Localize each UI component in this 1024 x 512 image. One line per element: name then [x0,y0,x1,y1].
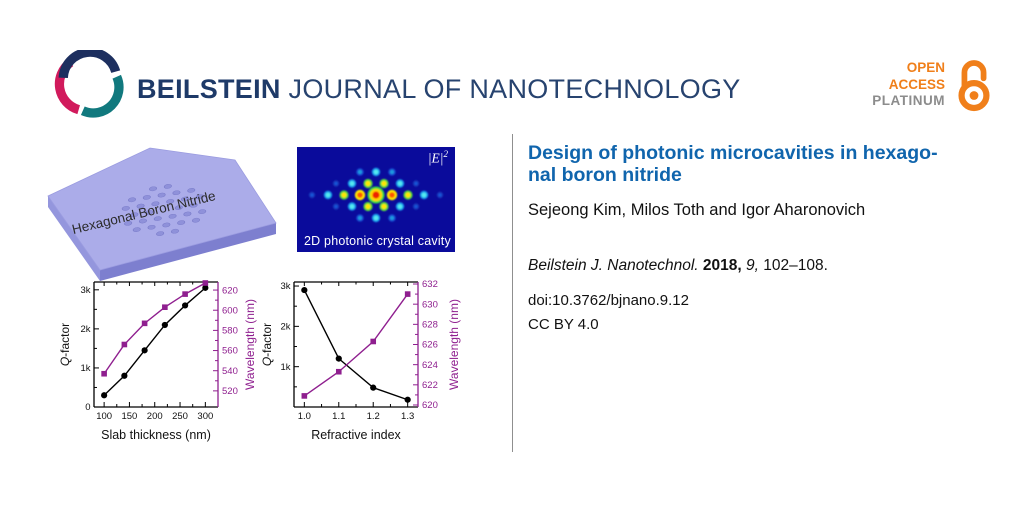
article-license: CC BY 4.0 [528,316,599,333]
journal-name-rest: JOURNAL OF NANOTECHNOLOGY [288,74,741,104]
svg-text:1k: 1k [280,362,290,373]
article-title-line1: Design of photonic microcavities in hexa… [528,142,938,164]
citation-pages: 102–108. [763,257,828,274]
svg-text:624: 624 [422,360,438,371]
svg-text:1.3: 1.3 [401,411,414,422]
article-title: Design of photonic microcavities in hexa… [528,142,1000,186]
svg-text:520: 520 [222,386,238,397]
citation-volume: 9, [746,257,759,274]
svg-text:600: 600 [222,305,238,316]
svg-text:632: 632 [422,279,438,290]
svg-text:200: 200 [147,411,163,422]
field-intensity-plot: |E|2 2D photonic crystal cavity [297,147,455,252]
open-access-badge: OPEN ACCESS PLATINUM [850,58,996,112]
article-citation: Beilstein J. Nanotechnol. 2018, 9, 102–1… [528,257,1000,275]
field-label: |E|2 [427,149,448,166]
svg-text:626: 626 [422,340,438,351]
open-access-line1: OPEN [906,60,945,76]
citation-journal: Beilstein J. Nanotechnol. [528,257,699,274]
svg-text:560: 560 [222,346,238,357]
svg-text:Refractive index: Refractive index [311,428,401,442]
svg-text:622: 622 [422,380,438,391]
svg-text:Slab thickness (nm): Slab thickness (nm) [101,428,211,442]
svg-text:Wavelength (nm): Wavelength (nm) [447,299,461,390]
svg-text:150: 150 [121,411,137,422]
field-caption: 2D photonic crystal cavity [304,234,451,248]
chart-q-vs-slab-thickness: 100 150 200 250 300 0 1k 2k 3k 520 540 560 580 600 620… [58,272,272,450]
svg-text:Q-factor: Q-factor [260,323,274,366]
journal-name-bold: BEILSTEIN [137,74,281,104]
svg-text:300: 300 [197,411,213,422]
vertical-divider [512,134,513,452]
svg-text:628: 628 [422,320,438,331]
svg-text:1k: 1k [80,363,90,374]
article-authors: Sejeong Kim, Milos Toth and Igor Aharono… [528,201,866,219]
svg-text:1.0: 1.0 [298,411,311,422]
open-lock-icon [958,60,990,112]
article-doi: doi:10.3762/bjnano.9.12 [528,292,689,309]
open-access-text: OPEN ACCESS PLATINUM [872,60,945,110]
open-access-line2: ACCESS [888,76,945,92]
svg-text:1.2: 1.2 [367,411,380,422]
svg-text:Wavelength (nm): Wavelength (nm) [243,299,257,390]
svg-text:630: 630 [422,299,438,310]
svg-text:3k: 3k [80,285,90,296]
svg-text:620: 620 [222,285,238,296]
svg-text:100: 100 [96,411,112,422]
hbn-slab-illustration [47,147,277,281]
journal-name: BEILSTEIN JOURNAL OF NANOTECHNOLOGY [137,74,741,105]
svg-text:580: 580 [222,326,238,337]
svg-text:2k: 2k [80,324,90,335]
field-mode-pattern [297,147,455,252]
svg-text:2k: 2k [280,322,290,333]
svg-text:3k: 3k [280,281,290,292]
article-title-line2: nal boron nitride [528,164,682,186]
citation-year: 2018, [702,257,742,274]
svg-text:1.1: 1.1 [332,411,345,422]
open-access-line3: PLATINUM [872,93,945,109]
svg-text:Q-factor: Q-factor [58,323,72,366]
svg-text:250: 250 [172,411,188,422]
article-info: Design of photonic microcavities in hexa… [528,142,1000,333]
svg-text:620: 620 [422,400,438,411]
svg-text:0: 0 [85,402,90,413]
beilstein-logo [54,50,124,118]
svg-text:540: 540 [222,366,238,377]
chart-q-vs-refractive-index: 1.0 1.1 1.2 1.3 1k 2k 3k 620 622 624 626 628 630 632 R… [260,272,476,450]
